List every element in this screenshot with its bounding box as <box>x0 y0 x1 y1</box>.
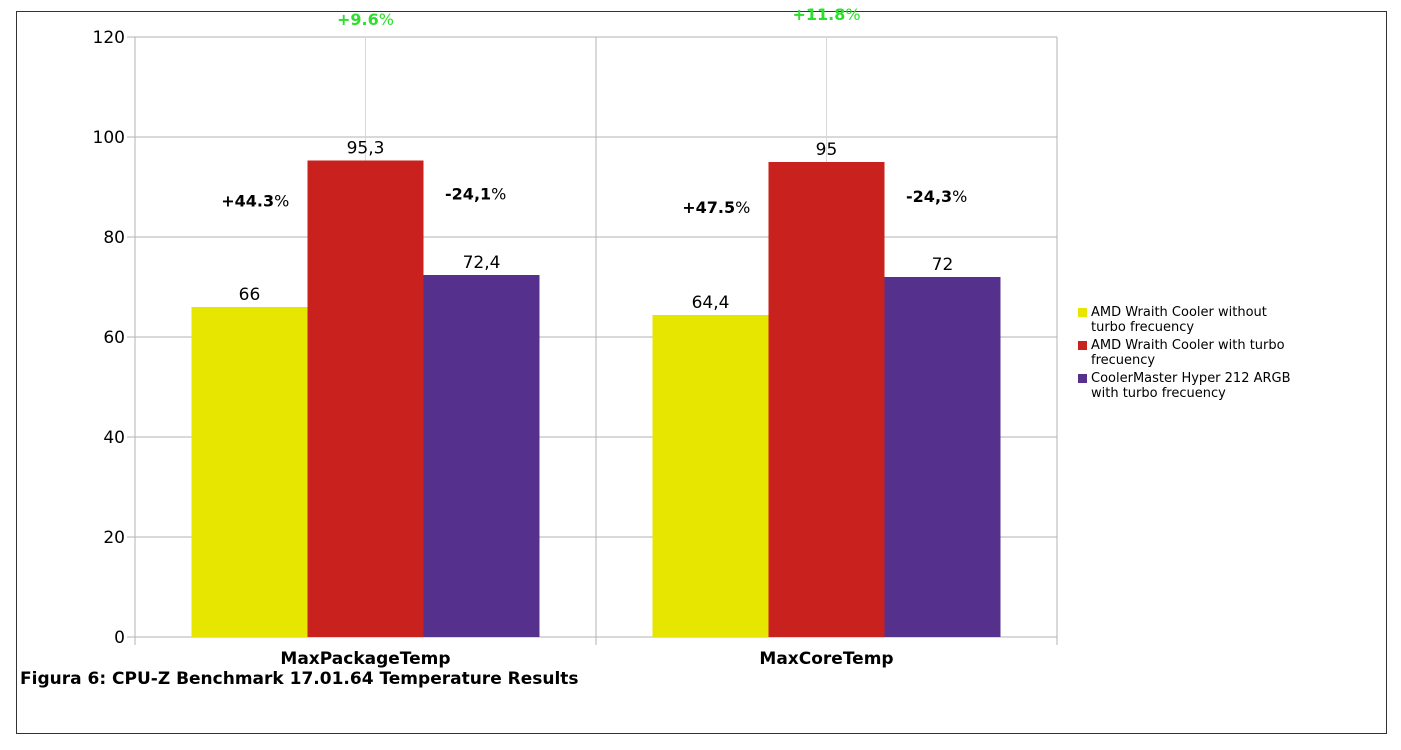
change-annotation: +9.6% <box>337 10 394 29</box>
data-label: 72,4 <box>463 253 501 273</box>
change-annotation: -24,1% <box>445 185 506 204</box>
legend-label: AMD Wraith Cooler without turbo frecuenc… <box>1091 305 1267 335</box>
y-tick-label: 80 <box>103 228 125 248</box>
change-annotation: -24,3% <box>906 187 967 206</box>
bar <box>423 275 540 637</box>
y-tick-label: 0 <box>114 628 125 648</box>
change-annotation-suffix: % <box>735 198 750 217</box>
figure-frame <box>16 11 1387 734</box>
legend-label: AMD Wraith Cooler with turbo frecuency <box>1091 338 1285 368</box>
labels-layer: 0 20 40 60 80 100 120 66 95,3 72,4 MaxPackageTemp 6… <box>93 5 968 669</box>
figure-caption: Figura 6: CPU-Z Benchmark 17.01.64 Tempe… <box>20 669 579 689</box>
legend-swatch <box>1078 374 1087 383</box>
change-annotation-value: +9.6 <box>337 10 379 29</box>
change-annotation-value: +11.8 <box>792 5 845 24</box>
y-tick-label: 60 <box>103 328 125 348</box>
data-label: 64,4 <box>692 293 730 313</box>
data-label: 95,3 <box>347 139 385 159</box>
legend: AMD Wraith Cooler without turbo frecuenc… <box>1078 305 1338 404</box>
bar <box>884 277 1001 637</box>
y-tick-label: 40 <box>103 428 125 448</box>
legend-item: CoolerMaster Hyper 212 ARGB with turbo f… <box>1078 371 1338 401</box>
change-annotation-suffix: % <box>491 185 506 204</box>
bar <box>307 160 424 637</box>
change-annotation: +44.3% <box>221 192 289 211</box>
legend-swatch <box>1078 308 1087 317</box>
y-tick-label: 20 <box>103 528 125 548</box>
change-annotation-value: -24,1 <box>445 185 491 204</box>
change-annotation-value: +47.5 <box>682 198 735 217</box>
bar <box>191 307 308 637</box>
y-tick-label: 100 <box>93 128 125 148</box>
bars-layer <box>191 160 1001 637</box>
legend-swatch <box>1078 341 1087 350</box>
change-annotation-value: +44.3 <box>221 192 274 211</box>
change-annotation: +11.8% <box>792 5 860 24</box>
change-annotation-value: -24,3 <box>906 187 952 206</box>
bar <box>768 162 885 637</box>
bar <box>652 315 769 637</box>
data-label: 95 <box>816 140 838 160</box>
legend-label: CoolerMaster Hyper 212 ARGB with turbo f… <box>1091 371 1291 401</box>
change-annotation-suffix: % <box>845 5 860 24</box>
legend-item: AMD Wraith Cooler with turbo frecuency <box>1078 338 1338 368</box>
y-tick-label: 120 <box>93 28 125 48</box>
data-label: 72 <box>932 255 954 275</box>
change-annotation-suffix: % <box>274 192 289 211</box>
legend-item: AMD Wraith Cooler without turbo frecuenc… <box>1078 305 1338 335</box>
change-annotation-suffix: % <box>952 187 967 206</box>
category-label: MaxCoreTemp <box>759 649 893 669</box>
data-label: 66 <box>239 285 261 305</box>
change-annotation-suffix: % <box>379 10 394 29</box>
category-label: MaxPackageTemp <box>280 649 450 669</box>
change-annotation: +47.5% <box>682 198 750 217</box>
